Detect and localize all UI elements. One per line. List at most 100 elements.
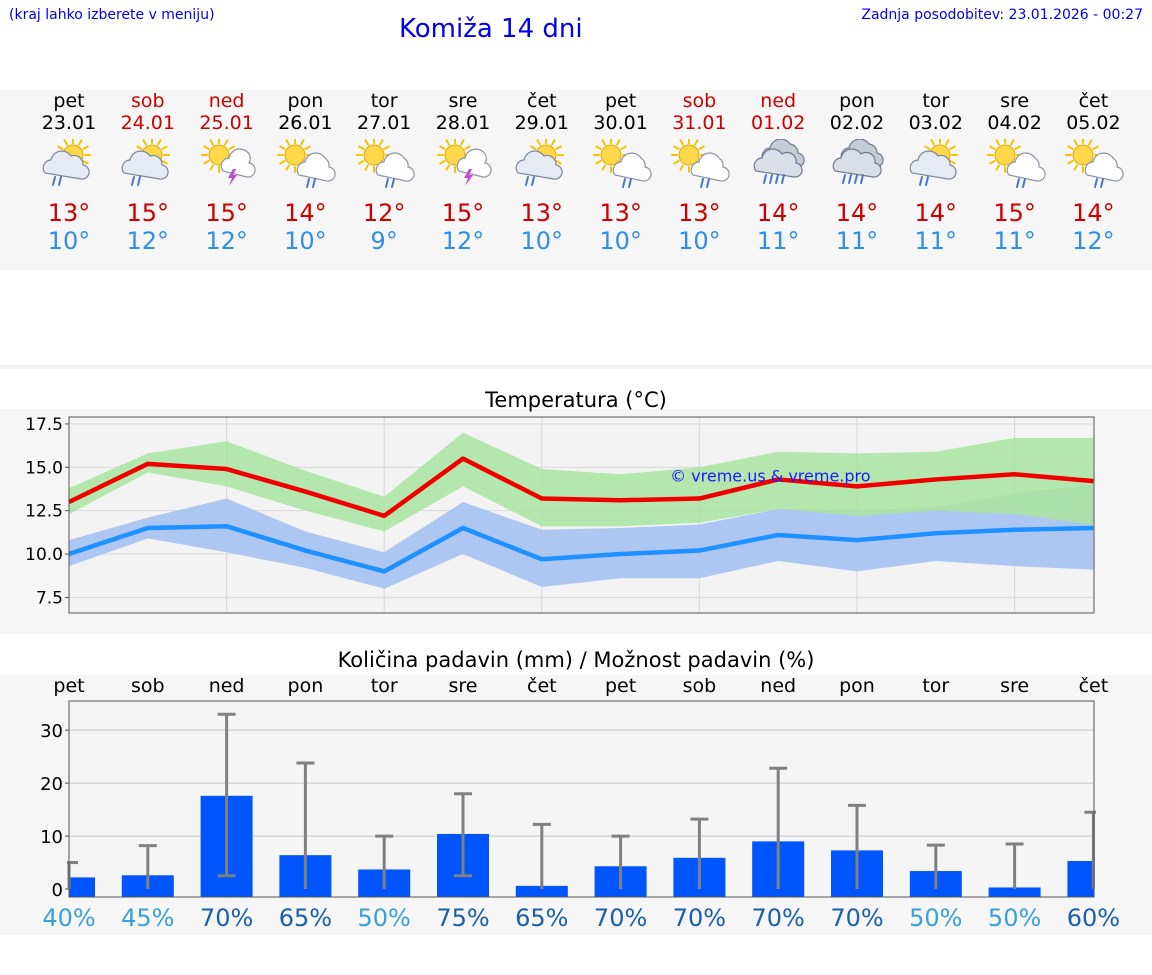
precipitation-probability: 40% xyxy=(42,904,95,932)
cloud xyxy=(297,152,337,182)
raindrop xyxy=(52,176,56,186)
raindrop xyxy=(130,176,135,186)
day-name: tor xyxy=(370,90,398,112)
divider xyxy=(0,365,1152,369)
raindrop xyxy=(860,174,864,184)
forecast-day: čet 29.01 13° 10° xyxy=(502,90,582,255)
sun-thunderstorm-icon xyxy=(200,139,256,186)
min-temperature: 11° xyxy=(914,227,958,255)
raindrop xyxy=(312,178,317,188)
day-date: 04.02 xyxy=(987,112,1042,134)
precipitation-bar xyxy=(69,877,95,897)
min-temperature: 12° xyxy=(1072,227,1115,255)
partly-cloudy-rain-icon xyxy=(515,139,564,186)
sun-ray xyxy=(445,139,450,146)
sun-disc xyxy=(678,144,700,166)
max-temperature: 14° xyxy=(1072,199,1115,227)
day-date: 31.01 xyxy=(672,112,727,134)
precipitation-bar xyxy=(515,885,568,897)
day-date: 30.01 xyxy=(593,112,648,134)
sun-ray xyxy=(57,145,64,150)
sun-ray xyxy=(202,160,210,165)
day-date: 25.01 xyxy=(199,112,254,134)
sun-cloud-rain-icon xyxy=(986,139,1046,188)
max-temperature-line xyxy=(68,456,1094,519)
min-temperature: 10° xyxy=(47,227,91,255)
sun-ray xyxy=(439,145,446,150)
sun-ray xyxy=(673,145,680,150)
sun-ray xyxy=(673,160,680,165)
y-tick-label: 12.5 xyxy=(25,502,63,522)
forecast-day: pon 26.01 14° 10° xyxy=(265,90,345,255)
raindrop xyxy=(842,174,846,184)
sun-ray xyxy=(1092,145,1100,150)
sun-thunderstorm-icon xyxy=(437,139,492,186)
sun-ray xyxy=(279,145,286,150)
sun-ray xyxy=(285,139,291,146)
day-label: ned xyxy=(209,675,245,697)
day-label: čet xyxy=(1079,675,1109,697)
raindrop xyxy=(769,174,774,184)
sun-ray xyxy=(304,145,312,150)
y-tick-label: 15.0 xyxy=(25,458,63,478)
day-date: 02.02 xyxy=(829,112,885,134)
sun-ray xyxy=(930,139,935,146)
day-label: sre xyxy=(1000,675,1029,697)
day-label: sob xyxy=(131,675,165,697)
min-temperature: 12° xyxy=(205,227,248,255)
sun-ray xyxy=(601,164,606,171)
max-temperature: 15° xyxy=(126,199,170,227)
precipitation-probability: 70% xyxy=(752,904,805,932)
sun-ray xyxy=(364,139,370,146)
min-temperature: 10° xyxy=(284,227,327,255)
sun-ray xyxy=(1013,145,1021,150)
raindrop xyxy=(763,174,768,184)
day-name: pon xyxy=(839,90,875,112)
raindrop xyxy=(1100,178,1105,188)
forecast-day: sob 24.01 15° 12° xyxy=(108,90,188,255)
day-label: sob xyxy=(683,675,717,697)
sun-ray xyxy=(82,160,89,165)
sun-ray xyxy=(379,139,384,146)
y-tick-label: 7.5 xyxy=(36,588,63,608)
max-temperature: 13° xyxy=(520,199,564,227)
max-temperature: 14° xyxy=(914,199,958,227)
sun-ray xyxy=(439,160,446,165)
sun-ray xyxy=(202,145,210,150)
y-tick-label: 10 xyxy=(40,827,63,848)
sun-ray xyxy=(300,139,305,146)
sun-disc xyxy=(363,144,385,166)
sun-disc xyxy=(600,144,622,166)
sun-ray xyxy=(82,145,89,150)
sun-ray xyxy=(1067,145,1074,150)
partly-cloudy-rain-icon xyxy=(909,139,958,186)
sun-ray xyxy=(285,164,291,171)
max-temperature: 15° xyxy=(441,199,485,227)
precipitation-bar xyxy=(1067,860,1094,897)
watermark: © vreme.us & vreme.pro xyxy=(670,466,871,485)
cloud xyxy=(832,148,882,178)
sun-ray xyxy=(594,145,602,150)
day-name: čet xyxy=(527,90,557,112)
forecast-day: tor 27.01 12° 9° xyxy=(344,90,424,255)
sun-cloud-rain-icon xyxy=(356,139,415,188)
day-name: pet xyxy=(604,90,637,112)
sun-disc xyxy=(1072,144,1094,166)
sun-ray xyxy=(358,145,365,150)
sun-ray xyxy=(464,145,471,150)
day-name: sre xyxy=(1000,90,1030,112)
y-tick-label: 20 xyxy=(40,774,63,795)
day-name: tor xyxy=(922,90,950,112)
precipitation-probability: 50% xyxy=(358,904,411,932)
precipitation-probability: 70% xyxy=(830,904,883,932)
day-date: 28.01 xyxy=(435,112,491,134)
raindrop xyxy=(621,178,626,188)
forecast-day: pet 30.01 13° 10° xyxy=(581,90,661,255)
cloud xyxy=(456,148,492,178)
precipitation-probability: 75% xyxy=(436,904,489,932)
sun-ray xyxy=(555,145,562,150)
precipitation-chart: 0 10 20 30 pet sob ned pon tor sre čet pet sob ned pon… xyxy=(40,675,1120,932)
sun-ray xyxy=(619,145,627,150)
day-label: čet xyxy=(527,675,557,697)
forecast-day: pet 23.01 13° 10° xyxy=(29,90,109,255)
